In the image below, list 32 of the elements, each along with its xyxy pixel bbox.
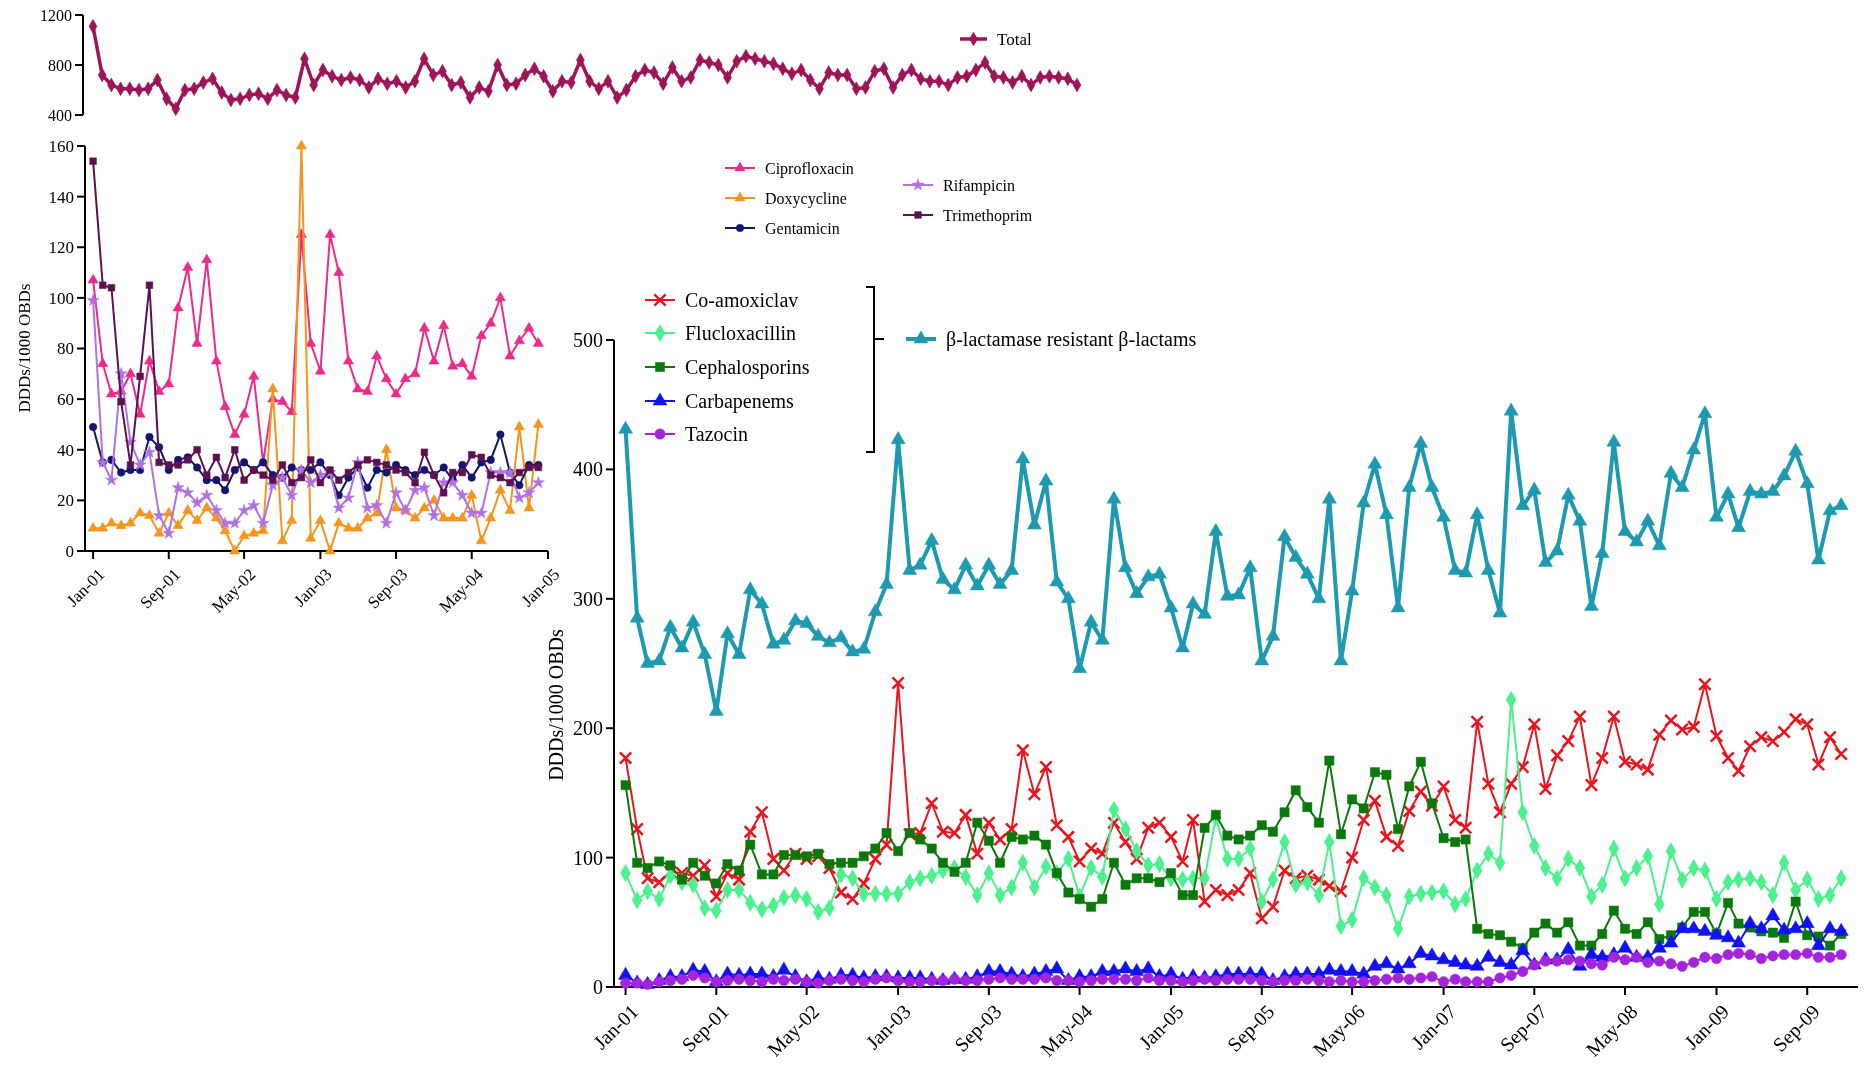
y-tick-label: 40 bbox=[57, 440, 74, 460]
y-tick-label: 0 bbox=[593, 976, 603, 998]
y-tick-label: 800 bbox=[48, 56, 72, 74]
legend-label: Co-amoxiclav bbox=[685, 289, 799, 311]
y-tick-label: 160 bbox=[48, 136, 74, 156]
y-tick-label: 80 bbox=[57, 339, 74, 359]
legend-label: Cephalosporins bbox=[685, 356, 810, 379]
y-tick-label: 400 bbox=[48, 106, 72, 124]
legend-label: Ciprofloxacin bbox=[765, 159, 854, 178]
legend-label: β-lactamase resistant β-lactams bbox=[946, 328, 1197, 351]
legend-label: Flucloxacillin bbox=[685, 322, 797, 344]
y-tick-label: 140 bbox=[48, 187, 74, 207]
y-axis-title: DDDs/1000 OBDs bbox=[545, 628, 567, 781]
y-tick-label: 20 bbox=[57, 491, 74, 511]
y-tick-label: 100 bbox=[48, 288, 74, 308]
y-tick-label: 1200 bbox=[40, 6, 72, 24]
y-tick-label: 200 bbox=[573, 717, 603, 740]
y-tick-label: 300 bbox=[573, 587, 603, 610]
y-tick-label: 60 bbox=[57, 390, 74, 410]
y-axis-title: DDDs/1000 OBDs bbox=[14, 283, 34, 413]
legend-label: Gentamicin bbox=[765, 219, 840, 237]
legend-label: Doxycycline bbox=[765, 189, 847, 208]
y-tick-label: 0 bbox=[65, 541, 74, 561]
y-tick-label: 100 bbox=[573, 846, 603, 869]
y-tick-label: 400 bbox=[573, 458, 603, 481]
legend-label: Trimethoprim bbox=[943, 206, 1033, 225]
y-tick-label: 500 bbox=[573, 329, 603, 351]
legend-label: Tazocin bbox=[685, 423, 749, 445]
legend-label: Carbapenems bbox=[685, 390, 795, 413]
legend-label: Rifampicin bbox=[943, 176, 1015, 195]
y-tick-label: 120 bbox=[48, 238, 74, 258]
legend-label: Total bbox=[997, 29, 1032, 49]
